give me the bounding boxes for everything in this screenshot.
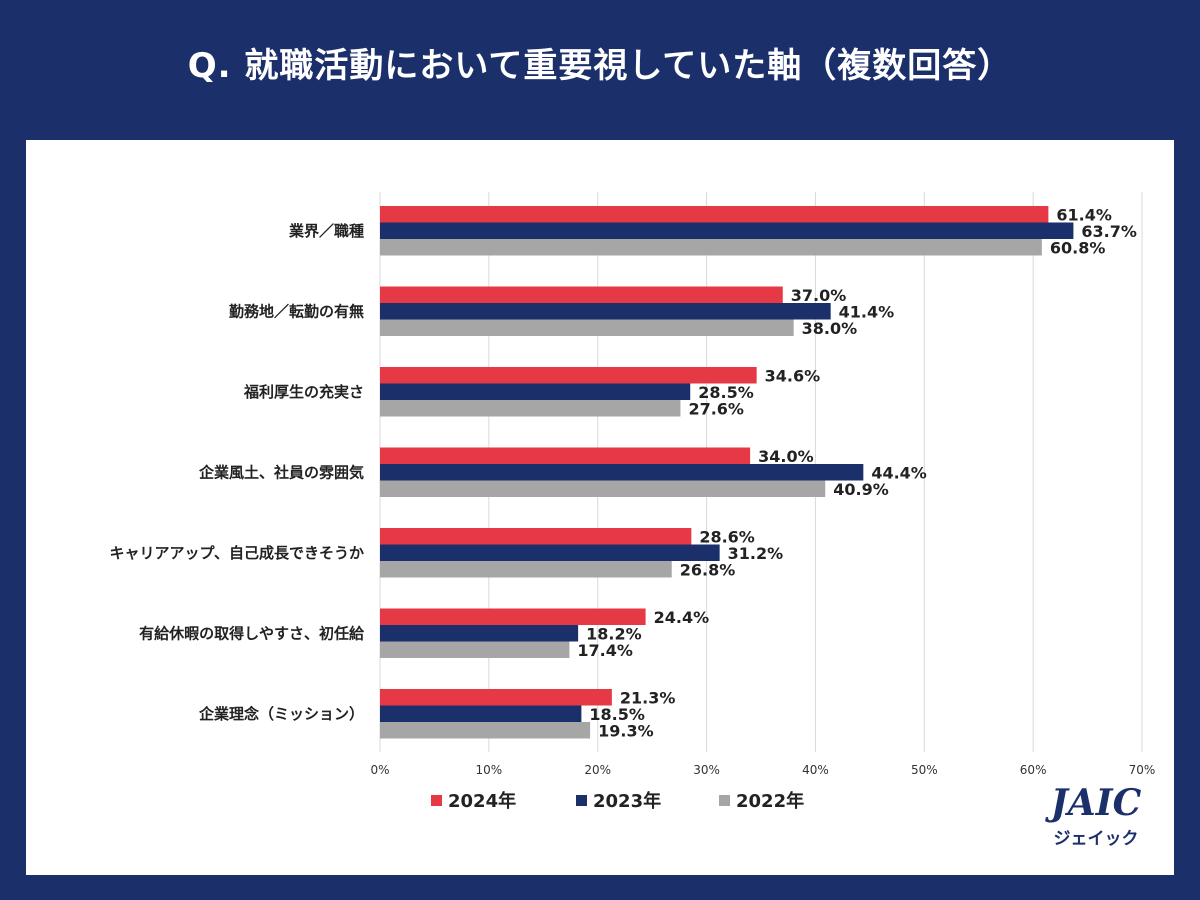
value-label: 61.4% bbox=[1056, 206, 1112, 225]
bar-2022年 bbox=[380, 561, 672, 578]
bar-2023年 bbox=[380, 705, 582, 722]
bar-2024年 bbox=[380, 608, 646, 625]
value-label: 60.8% bbox=[1050, 239, 1106, 258]
bar-2022年 bbox=[380, 239, 1042, 256]
page-title: Q. 就職活動において重要視していた軸（複数回答） bbox=[187, 46, 1013, 86]
value-label: 18.2% bbox=[586, 625, 642, 644]
x-tick-label: 0% bbox=[370, 763, 389, 777]
category-label: 勤務地／転勤の有無 bbox=[229, 302, 364, 320]
logo-text: JAIC bbox=[1045, 782, 1142, 824]
x-tick-label: 60% bbox=[1020, 763, 1047, 777]
x-tick-label: 10% bbox=[476, 763, 503, 777]
x-tick-label: 70% bbox=[1129, 763, 1156, 777]
value-label: 40.9% bbox=[833, 480, 889, 499]
legend-label: 2023年 bbox=[593, 790, 661, 812]
x-tick-label: 40% bbox=[802, 763, 829, 777]
bar-2022年 bbox=[380, 400, 681, 417]
bar-2022年 bbox=[380, 319, 794, 336]
bar-2022年 bbox=[380, 480, 826, 497]
bar-2023年 bbox=[380, 303, 831, 320]
value-label: 17.4% bbox=[577, 641, 633, 660]
value-label: 28.6% bbox=[699, 528, 755, 547]
chart-panel: 0% 10% 20% 30% 40% 50% 60% 70% 業界／職種 61.4% 63.7% 60… bbox=[26, 140, 1174, 875]
value-label: 24.4% bbox=[654, 608, 710, 627]
bar-2024年 bbox=[380, 447, 751, 464]
legend-label: 2024年 bbox=[448, 790, 516, 812]
category-label: キャリアアップ、自己成長できそうか bbox=[109, 544, 364, 562]
value-label: 28.5% bbox=[698, 383, 754, 402]
bar-2022年 bbox=[380, 722, 591, 739]
category-label: 福利厚生の充実さ bbox=[243, 383, 364, 401]
value-label: 18.5% bbox=[589, 705, 645, 724]
bar-2023年 bbox=[380, 544, 720, 561]
value-label: 34.6% bbox=[765, 367, 821, 386]
value-label: 34.0% bbox=[758, 447, 814, 466]
labels: 0% 10% 20% 30% 40% 50% 60% 70% 業界／職種 61.4%63.7%60… bbox=[109, 206, 1155, 778]
legend-swatch bbox=[576, 795, 587, 806]
legend-swatch bbox=[719, 795, 730, 806]
value-label: 21.3% bbox=[620, 689, 676, 708]
bar-2024年 bbox=[380, 528, 692, 545]
bar-chart: 0% 10% 20% 30% 40% 50% 60% 70% 業界／職種 61.4%63.7%60… bbox=[109, 192, 1155, 849]
bar-2023年 bbox=[380, 383, 691, 400]
bar-2024年 bbox=[380, 286, 783, 303]
bar-2024年 bbox=[380, 689, 612, 706]
bars bbox=[380, 206, 1074, 739]
legend: 2024年 2023年 2022年 bbox=[431, 790, 804, 812]
x-tick-label: 20% bbox=[584, 763, 611, 777]
bar-2023年 bbox=[380, 222, 1074, 239]
bar-2023年 bbox=[380, 464, 864, 481]
legend-label: 2022年 bbox=[736, 790, 804, 812]
jaic-logo: JAIC ジェイック bbox=[1045, 782, 1142, 849]
value-label: 31.2% bbox=[728, 544, 784, 563]
x-tick-label: 30% bbox=[693, 763, 720, 777]
value-label: 37.0% bbox=[791, 286, 847, 305]
category-label: 業界／職種 bbox=[288, 222, 364, 240]
bar-2024年 bbox=[380, 206, 1049, 223]
value-label: 26.8% bbox=[680, 561, 736, 580]
category-label: 企業風土、社員の雰囲気 bbox=[198, 463, 364, 481]
legend-swatch bbox=[431, 795, 442, 806]
category-label: 有給休暇の取得しやすさ、初任給 bbox=[139, 624, 365, 642]
category-label: 企業理念（ミッション） bbox=[198, 705, 364, 723]
value-label: 44.4% bbox=[871, 464, 927, 483]
value-label: 19.3% bbox=[598, 722, 654, 741]
value-label: 41.4% bbox=[839, 303, 895, 322]
x-tick-label: 50% bbox=[911, 763, 938, 777]
value-label: 38.0% bbox=[802, 319, 858, 338]
bar-2023年 bbox=[380, 625, 579, 642]
value-label: 27.6% bbox=[688, 400, 744, 419]
bar-2022年 bbox=[380, 641, 570, 658]
value-label: 63.7% bbox=[1081, 222, 1137, 241]
logo-subtext: ジェイック bbox=[1054, 829, 1139, 849]
bar-2024年 bbox=[380, 367, 757, 384]
